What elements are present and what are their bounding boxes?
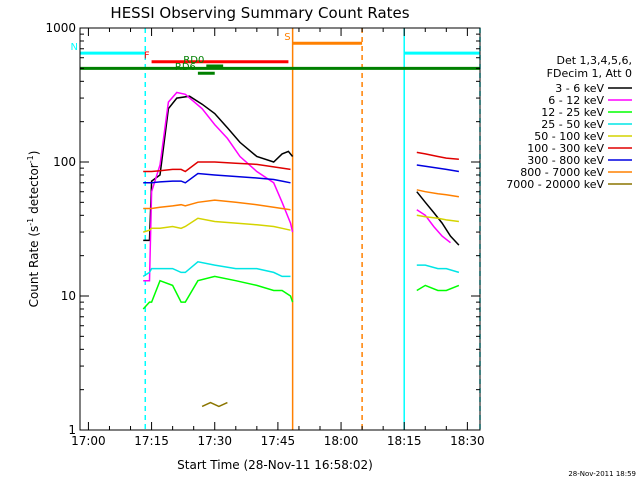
y-tick-label: 10 (61, 289, 76, 303)
series-line (143, 172, 291, 184)
timestamp: 28-Nov-2011 18:59 (568, 470, 636, 478)
y-axis-label-end: ) (27, 151, 41, 156)
x-tick-label: 17:15 (134, 434, 169, 448)
legend-label: 12 - 25 keV (541, 106, 604, 119)
chart-title: HESSI Observing Summary Count Rates (110, 4, 409, 22)
x-tick-label: 18:00 (324, 434, 359, 448)
x-tick-label: 18:30 (450, 434, 485, 448)
x-tick-label: 17:45 (261, 434, 296, 448)
flag-label: N (71, 42, 78, 53)
y-tick-label: 100 (53, 155, 76, 169)
series-line (416, 209, 451, 244)
y-axis-label-part: Count Rate (s (27, 226, 41, 308)
series-line (416, 164, 460, 173)
legend-label: 7000 - 20000 keV (506, 178, 604, 191)
series-line (416, 189, 460, 198)
x-tick-label: 17:00 (71, 434, 106, 448)
series-line (142, 275, 294, 310)
y-axis-label-mid: detector (27, 163, 41, 218)
legend-header-1: Det 1,3,4,5,6, (556, 54, 632, 67)
legend-header-2: FDecim 1, Att 0 (547, 67, 632, 80)
axes-layer: 17:00 17:15 17:30 17:45 18:00 18:15 18:30 1 10 10… (45, 21, 484, 448)
legend-label: 3 - 6 keV (555, 82, 604, 95)
series-line (142, 217, 291, 233)
series-line (416, 264, 460, 274)
y-tick-label: 1000 (45, 21, 76, 35)
legend-label: 100 - 300 keV (527, 142, 604, 155)
y-axis-label-sup1: -1 (26, 218, 35, 226)
y-axis-label-sup2: -1 (26, 155, 35, 163)
series-line (416, 151, 459, 160)
y-tick-label: 1 (68, 423, 76, 437)
series-line (143, 91, 294, 282)
series-line (143, 199, 291, 211)
plot-frame (79, 27, 481, 431)
x-axis-label: Start Time (28-Nov-11 16:58:02) (177, 458, 373, 472)
legend-label: 300 - 800 keV (527, 154, 604, 167)
legend-label: 800 - 7000 keV (520, 166, 604, 179)
x-tick-label: 18:15 (387, 434, 422, 448)
series-line (201, 401, 228, 408)
series-line (143, 161, 291, 173)
flag-label: S (284, 32, 290, 43)
legend-label: 50 - 100 keV (534, 130, 604, 143)
y-axis-label: Count Rate (s-1 detector-1) (26, 151, 41, 308)
x-tick-label: 17:30 (197, 434, 232, 448)
flag-bars-layer: NSFRD0RD6 (71, 28, 481, 430)
series-layer (142, 91, 460, 408)
flag-label: RD0 (183, 55, 204, 66)
series-line (416, 284, 460, 292)
series-line (142, 260, 291, 278)
legend-label: 6 - 12 keV (548, 94, 604, 107)
flag-label: F (144, 51, 150, 62)
series-line (416, 214, 459, 223)
legend-label: 25 - 50 keV (541, 118, 604, 131)
